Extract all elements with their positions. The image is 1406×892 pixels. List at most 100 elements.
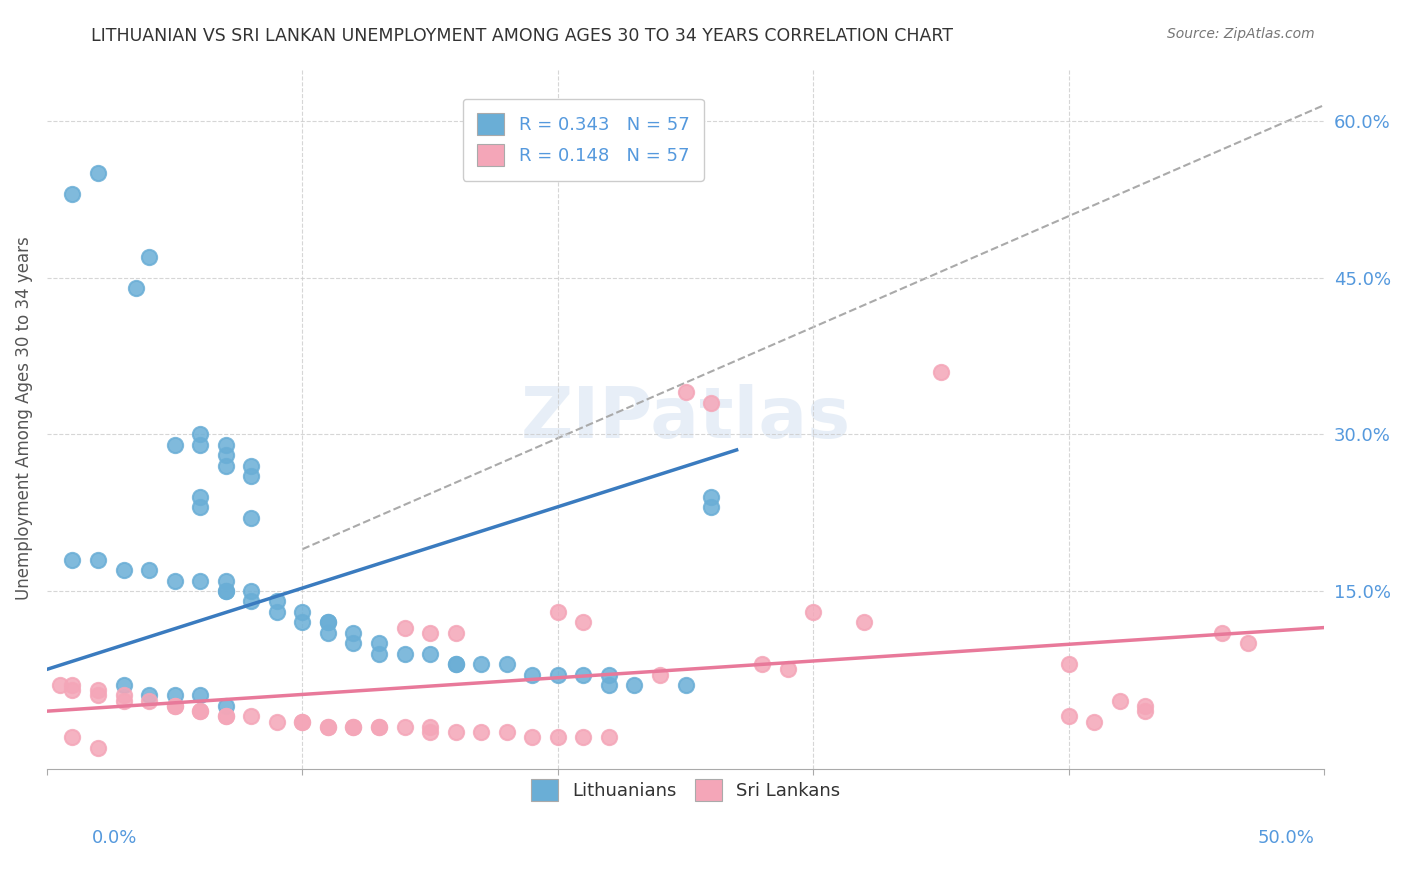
Point (112, 689, 135, 703)
Text: 50.0%: 50.0% (1258, 829, 1315, 847)
Point (62, 186, 84, 201)
Point (470, 725, 492, 739)
Point (1057, 657, 1080, 672)
Point (215, 709, 238, 723)
Point (316, 720, 339, 734)
Point (598, 678, 620, 692)
Point (547, 667, 569, 681)
Point (572, 615, 595, 630)
Point (1236, 636, 1258, 650)
Point (368, 647, 391, 661)
Point (163, 689, 186, 703)
Point (240, 709, 263, 723)
Point (240, 458, 263, 473)
Point (240, 594, 263, 608)
Point (495, 657, 517, 672)
Point (112, 694, 135, 708)
Point (444, 725, 467, 739)
Point (368, 636, 391, 650)
Point (1135, 704, 1157, 718)
Point (291, 605, 314, 619)
Text: Source: ZipAtlas.com: Source: ZipAtlas.com (1167, 27, 1315, 41)
Point (188, 704, 211, 718)
Point (444, 657, 467, 672)
Point (444, 625, 467, 640)
Point (87, 683, 110, 698)
Point (266, 605, 288, 619)
Point (215, 458, 238, 473)
Point (188, 438, 211, 452)
Point (316, 625, 339, 640)
Point (240, 469, 263, 483)
Point (215, 584, 238, 599)
Point (1108, 694, 1130, 708)
Point (419, 720, 441, 734)
Point (188, 427, 211, 442)
Point (240, 511, 263, 525)
Point (215, 698, 238, 713)
Point (138, 694, 160, 708)
Point (1057, 709, 1080, 723)
Point (87, 740, 110, 755)
Point (188, 689, 211, 703)
Point (342, 625, 364, 640)
Y-axis label: Unemployment Among Ages 30 to 34 years: Unemployment Among Ages 30 to 34 years (15, 236, 32, 600)
Point (547, 605, 569, 619)
Point (470, 657, 492, 672)
Point (1211, 625, 1233, 640)
Point (776, 662, 799, 676)
Point (572, 667, 595, 681)
Point (419, 647, 441, 661)
Point (342, 720, 364, 734)
Point (87, 552, 110, 566)
Point (62, 683, 84, 698)
Point (215, 438, 238, 452)
Point (215, 584, 238, 599)
Point (163, 574, 186, 588)
Point (112, 678, 135, 692)
Point (853, 615, 876, 630)
Point (163, 438, 186, 452)
Point (394, 621, 416, 635)
Point (125, 281, 148, 295)
Point (1083, 714, 1105, 729)
Point (700, 500, 723, 515)
Point (598, 667, 620, 681)
Point (215, 448, 238, 462)
Point (316, 615, 339, 630)
Point (751, 657, 773, 672)
Point (240, 584, 263, 599)
Point (572, 731, 595, 745)
Point (522, 667, 544, 681)
Point (342, 636, 364, 650)
Text: LITHUANIAN VS SRI LANKAN UNEMPLOYMENT AMONG AGES 30 TO 34 YEARS CORRELATION CHAR: LITHUANIAN VS SRI LANKAN UNEMPLOYMENT AM… (91, 27, 953, 45)
Point (62, 678, 84, 692)
Point (291, 615, 314, 630)
Point (188, 500, 211, 515)
Point (87, 166, 110, 180)
Point (266, 594, 288, 608)
Point (163, 698, 186, 713)
Point (929, 365, 952, 379)
Point (266, 714, 288, 729)
Point (48, 678, 70, 692)
Point (801, 605, 824, 619)
Point (291, 714, 314, 729)
Point (522, 731, 544, 745)
Point (368, 720, 391, 734)
Point (62, 731, 84, 745)
Text: ZIPatlas: ZIPatlas (520, 384, 851, 453)
Point (163, 698, 186, 713)
Point (87, 689, 110, 703)
Text: 0.0%: 0.0% (91, 829, 136, 847)
Point (547, 731, 569, 745)
Point (291, 714, 314, 729)
Point (675, 678, 697, 692)
Point (342, 720, 364, 734)
Point (316, 720, 339, 734)
Point (112, 563, 135, 577)
Point (316, 615, 339, 630)
Point (188, 490, 211, 504)
Point (215, 709, 238, 723)
Legend: Lithuanians, Sri Lankans: Lithuanians, Sri Lankans (516, 764, 855, 815)
